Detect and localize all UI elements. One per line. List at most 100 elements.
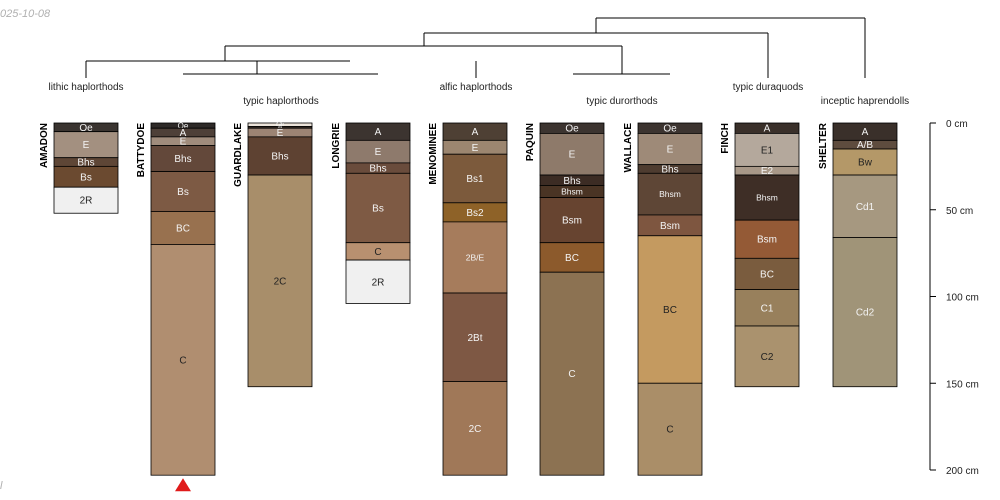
horizon-label: 2R: [372, 277, 385, 288]
profile-name: LONGRIE: [331, 123, 342, 169]
soil-horizon: [539, 271, 605, 476]
horizon-label: E: [667, 145, 674, 156]
horizon-label: Bs: [80, 172, 92, 183]
depth-tick-label: 100 cm: [946, 293, 979, 304]
group-label: lithic haplorthods: [48, 82, 123, 93]
horizon-label: Oe: [663, 124, 677, 135]
profile-name: GUARDLAKE: [233, 123, 244, 187]
profile-name: FINCH: [720, 123, 731, 154]
horizon-label: Bhs: [174, 154, 191, 165]
horizon-label: Bhsm: [561, 187, 583, 197]
horizon-label: Oe: [79, 123, 93, 134]
soil-horizon: [539, 133, 605, 176]
soil-horizon: [53, 186, 119, 214]
horizon-label: Oe: [178, 121, 189, 130]
horizon-label: C: [374, 247, 381, 258]
depth-tick-label: 150 cm: [946, 379, 979, 390]
horizon-label: Bhs: [661, 164, 678, 175]
horizon-label: A: [375, 127, 382, 138]
soil-horizon: [150, 211, 216, 245]
profile-name: MENOMINEE: [428, 123, 439, 185]
soil-horizon: [637, 172, 703, 216]
soil-horizon: [442, 153, 508, 204]
horizon-label: Cd1: [856, 202, 875, 213]
horizon-label: A: [277, 123, 283, 132]
soil-horizon: [442, 221, 508, 294]
horizon-label: A: [764, 124, 771, 135]
horizon-label: C: [568, 369, 575, 380]
soil-horizon: [539, 197, 605, 244]
soil-horizon: [150, 244, 216, 476]
horizon-label: E: [375, 147, 382, 158]
profile-name: WALLACE: [623, 123, 634, 173]
depth-tick-label: 0 cm: [946, 119, 968, 130]
horizon-label: Bhs: [77, 158, 94, 169]
horizon-label: Cd2: [856, 308, 875, 319]
horizon-label: 2R: [80, 196, 93, 207]
horizon-label: BC: [663, 305, 677, 316]
soil-horizon: [832, 237, 898, 388]
profile-name: AMADON: [39, 123, 50, 168]
horizon-label: C: [666, 425, 673, 436]
horizon-label: Bs2: [466, 208, 484, 219]
soil-horizon: [832, 174, 898, 238]
horizon-label: C: [179, 355, 186, 366]
soil-horizon: [734, 325, 800, 388]
horizon-label: 2C: [469, 424, 482, 435]
horizon-label: E2: [761, 166, 774, 177]
horizon-label: 2B/E: [466, 252, 485, 262]
horizon-label: A: [472, 127, 479, 138]
horizon-label: Bhs: [563, 176, 580, 187]
page-number: l: [0, 480, 3, 492]
profile-name: PAQUIN: [525, 123, 536, 161]
depth-tick-label: 50 cm: [946, 206, 973, 217]
soil-horizon: [734, 133, 800, 167]
date-stamp: 025-10-08: [0, 8, 51, 20]
horizon-label: BC: [176, 223, 190, 234]
profile-name: SHELTER: [818, 122, 829, 169]
group-label: typic haplorthods: [243, 96, 319, 107]
horizon-label: Bs: [372, 204, 384, 215]
depth-tick-label: 200 cm: [946, 466, 979, 477]
soil-horizon: [53, 131, 119, 159]
horizon-label: Oe: [565, 124, 579, 135]
horizon-label: E: [277, 128, 284, 139]
horizon-label: E: [83, 140, 90, 151]
horizon-label: Bhsm: [756, 193, 778, 203]
horizon-label: BC: [760, 269, 774, 280]
horizon-label: C2: [761, 352, 774, 363]
horizon-label: Bw: [858, 158, 873, 169]
group-label: alfic haplorthods: [440, 82, 513, 93]
horizon-label: A/B: [857, 140, 873, 151]
horizon-label: E: [180, 137, 187, 148]
horizon-label: E1: [761, 145, 774, 156]
horizon-label: 2C: [274, 276, 287, 287]
soil-horizon: [345, 259, 411, 304]
soil-horizon: [442, 292, 508, 382]
soil-horizon: [150, 171, 216, 212]
horizon-label: Bhs: [271, 151, 288, 162]
horizon-label: Bs: [177, 187, 189, 198]
soil-horizon: [637, 235, 703, 384]
horizon-label: Bs1: [466, 174, 484, 185]
horizon-label: E: [569, 150, 576, 161]
horizon-label: 2Bt: [467, 333, 482, 344]
horizon-label: Oi: [276, 121, 284, 130]
horizon-label: E: [472, 143, 479, 154]
soil-horizon: [150, 145, 216, 172]
soil-horizon: [247, 136, 313, 176]
profile-name: BATTYDOE: [136, 123, 147, 178]
horizon-label: C1: [761, 303, 774, 314]
horizon-label: Bsm: [562, 216, 582, 227]
horizon-label: Bsm: [757, 235, 777, 246]
horizon-label: A: [180, 128, 187, 139]
depth-marker-icon: [175, 478, 191, 492]
group-label: inceptic haprendolls: [821, 96, 909, 107]
soil-horizon: [442, 381, 508, 476]
soil-horizon: [247, 174, 313, 388]
horizon-label: Bhsm: [659, 189, 681, 199]
horizon-label: Bhs: [369, 164, 386, 175]
horizon-label: Bsm: [660, 221, 680, 232]
soil-horizon: [345, 172, 411, 244]
